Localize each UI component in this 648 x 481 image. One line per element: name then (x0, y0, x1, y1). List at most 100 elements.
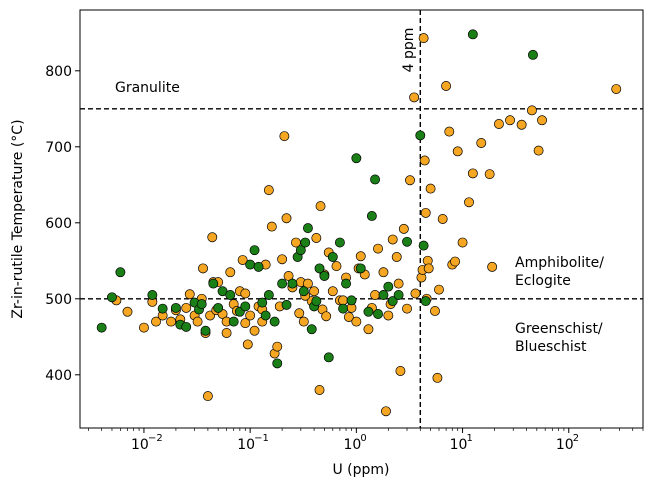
data-point (355, 263, 366, 274)
data-point (208, 278, 219, 289)
data-point (147, 290, 158, 300)
data-point (387, 296, 398, 307)
data-point (327, 252, 338, 262)
data-point (527, 49, 538, 60)
data-point (402, 303, 412, 314)
y-axis: 400 500 600 700 800 (45, 64, 80, 384)
data-point (272, 358, 283, 369)
data-point (225, 290, 236, 300)
data-point (323, 352, 334, 363)
data-point (151, 316, 161, 327)
data-point (253, 261, 264, 272)
data-point (170, 302, 181, 313)
x-tick-label: 10 (450, 437, 468, 453)
data-point (240, 301, 251, 312)
x-tick-exponent: −1 (254, 433, 269, 444)
data-point (181, 321, 192, 332)
x-axis: 10 −2 10 −1 10 0 10 1 10 2 (88, 428, 644, 453)
data-point (432, 372, 443, 383)
data-point (294, 308, 305, 319)
data-point (311, 296, 322, 307)
data-point (484, 169, 495, 180)
data-point (287, 278, 298, 289)
data-point (409, 92, 420, 103)
data-point (331, 261, 342, 272)
data-point (314, 385, 325, 395)
data-point (277, 278, 288, 289)
data-point (420, 296, 431, 307)
data-point (272, 341, 283, 352)
data-point (228, 316, 239, 327)
x-tick-label: 10 (343, 437, 361, 453)
data-point (370, 174, 381, 185)
data-point (300, 237, 311, 248)
data-point (302, 278, 313, 289)
data-point (269, 316, 280, 327)
data-point (370, 290, 381, 300)
y-tick-label: 500 (45, 292, 72, 308)
data-point (249, 325, 260, 336)
data-point (334, 237, 345, 248)
data-point (419, 155, 430, 166)
data-point (311, 233, 322, 243)
data-point (415, 130, 426, 141)
data-point (263, 185, 274, 196)
data-point (240, 318, 251, 329)
data-point (242, 339, 253, 350)
data-point (430, 306, 440, 316)
data-point (355, 251, 366, 262)
granulite-label: Granulite (115, 80, 180, 96)
data-point (381, 406, 391, 417)
data-point (281, 213, 292, 224)
data-point (402, 236, 412, 247)
data-point (387, 234, 398, 245)
data-point (363, 324, 374, 335)
data-point (467, 29, 478, 40)
data-point (383, 310, 394, 321)
data-point (295, 245, 306, 256)
data-point (383, 281, 394, 292)
x-tick-exponent: −2 (148, 433, 163, 444)
data-point (493, 119, 504, 129)
data-point (363, 306, 374, 317)
data-point (410, 288, 421, 299)
x-axis-label: U (ppm) (332, 462, 389, 478)
data-point (257, 297, 268, 308)
y-tick-label: 400 (45, 368, 72, 384)
data-point (225, 267, 236, 278)
y-axis-label: Zr-in-rutile Temperature (°C) (10, 119, 26, 318)
data-point (373, 243, 383, 254)
data-point (611, 84, 622, 94)
data-point (391, 252, 402, 262)
greenschist-label-2: Blueschist (515, 339, 587, 355)
data-point (298, 316, 309, 327)
data-point (240, 288, 251, 299)
data-point (184, 289, 195, 300)
data-point (181, 302, 192, 313)
data-point (395, 366, 406, 376)
data-point (418, 240, 429, 251)
x-tick-label: 10 (237, 437, 255, 453)
data-point (277, 254, 288, 265)
data-point (302, 223, 313, 234)
data-point (306, 324, 317, 335)
y-tick-label: 600 (45, 216, 72, 232)
data-point (457, 237, 468, 248)
data-point (314, 263, 325, 274)
data-point (327, 286, 338, 297)
data-point (315, 201, 326, 212)
data-point (505, 115, 516, 126)
data-point (221, 328, 232, 338)
data-point (213, 302, 224, 313)
data-point (260, 310, 271, 321)
data-point (487, 261, 498, 272)
x-tick-exponent: 2 (573, 433, 579, 444)
x-tick-exponent: 0 (360, 433, 366, 444)
data-point (266, 221, 277, 232)
data-point (319, 271, 330, 281)
data-point (341, 278, 352, 289)
data-point (516, 119, 527, 130)
data-point (425, 183, 436, 194)
y-tick-label: 700 (45, 140, 72, 156)
